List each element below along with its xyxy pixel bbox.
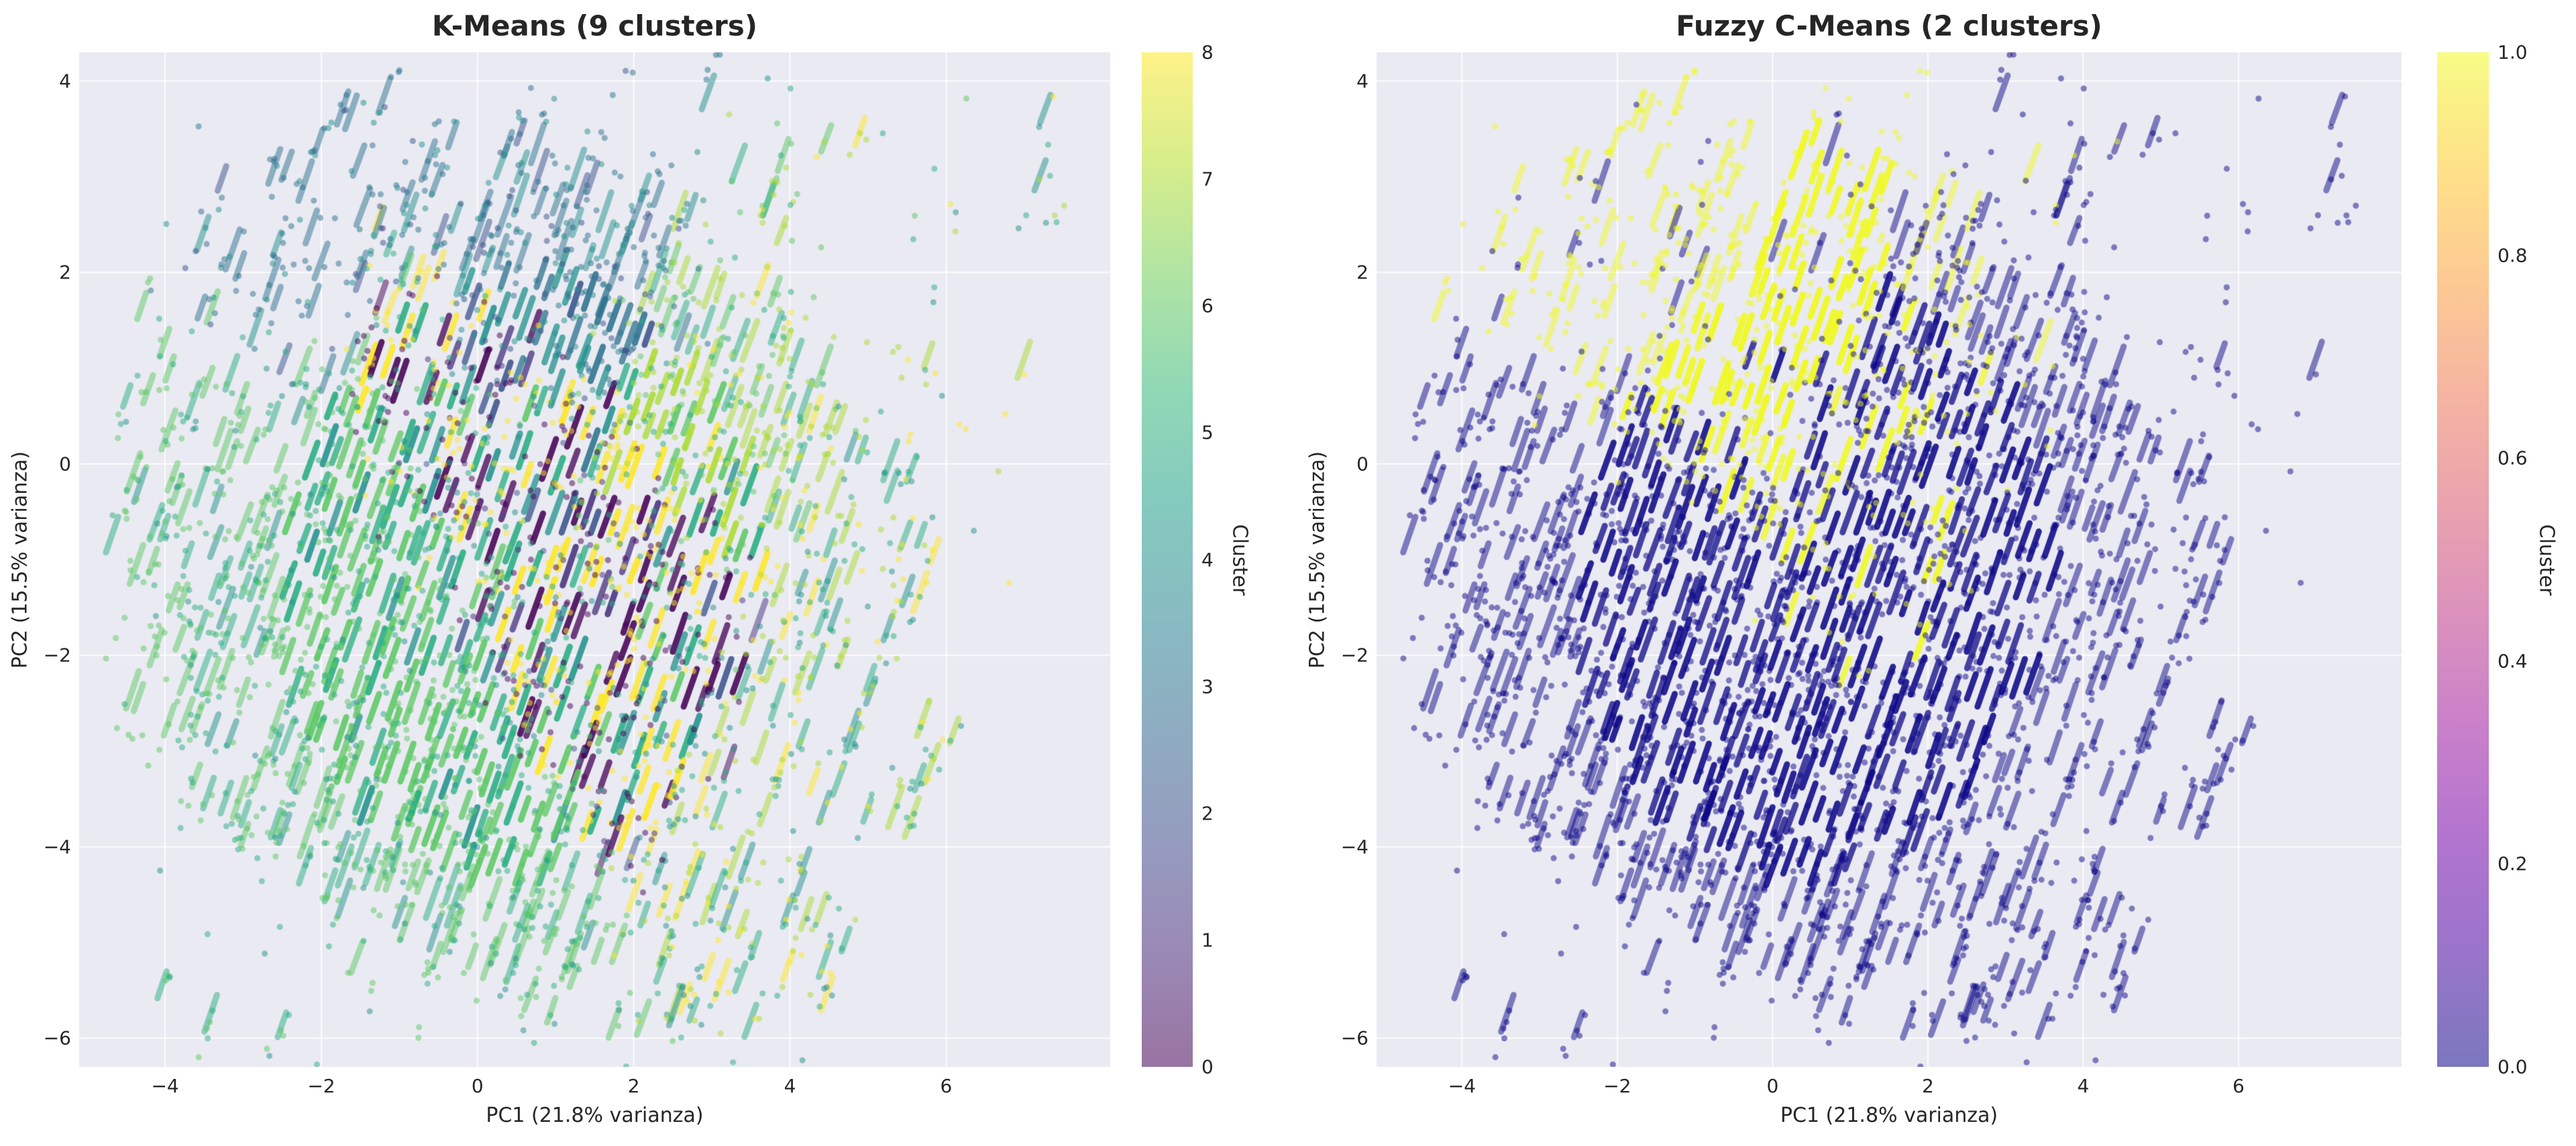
colorbar-tick-label: 0.0 xyxy=(2498,1055,2528,1078)
kmeans-scatter-canvas xyxy=(79,52,1110,1067)
colorbar-tick-label: 7 xyxy=(1201,168,1214,190)
colorbar-tick-label: 6 xyxy=(1201,294,1214,317)
kmeans-colorbar xyxy=(1142,52,1193,1067)
x-tick-label: 0 xyxy=(471,1075,484,1097)
x-tick-label: −4 xyxy=(151,1075,179,1097)
colorbar-tick-label: 2 xyxy=(1201,802,1214,825)
y-tick-label: −2 xyxy=(1340,644,1368,667)
colorbar-tick-label: 0.6 xyxy=(2498,447,2528,469)
y-tick-label: 2 xyxy=(1356,261,1368,284)
y-tick-label: −4 xyxy=(1340,836,1368,858)
x-tick-label: −4 xyxy=(1448,1075,1476,1097)
kmeans-yaxis-label: PC2 (15.5% varianza) xyxy=(8,451,32,669)
colorbar-tick-label: 5 xyxy=(1201,421,1214,444)
y-tick-label: −4 xyxy=(43,836,71,858)
colorbar-tick-label: 4 xyxy=(1201,549,1214,571)
x-tick-label: 0 xyxy=(1766,1075,1779,1097)
colorbar-tick-label: 0 xyxy=(1201,1055,1214,1078)
y-tick-label: −2 xyxy=(43,644,71,667)
x-tick-label: −2 xyxy=(307,1075,335,1097)
colorbar-tick-label: 0.2 xyxy=(2498,852,2528,875)
x-tick-label: 4 xyxy=(2077,1075,2090,1097)
kmeans-colorbar-label: Cluster xyxy=(1228,524,1252,595)
colorbar-tick-label: 0.8 xyxy=(2498,244,2528,267)
colorbar-tick-label: 1.0 xyxy=(2498,41,2528,64)
colorbar-tick-label: 1 xyxy=(1201,929,1214,952)
x-tick-label: 2 xyxy=(1921,1075,1934,1097)
x-tick-label: 4 xyxy=(784,1075,796,1097)
fcm-title: Fuzzy C-Means (2 clusters) xyxy=(1676,9,2102,42)
y-tick-label: 4 xyxy=(1356,70,1368,93)
x-tick-label: 6 xyxy=(940,1075,953,1097)
fcm-colorbar xyxy=(2437,52,2489,1067)
x-tick-label: −2 xyxy=(1603,1075,1631,1097)
fcm-colorbar-label: Cluster xyxy=(2534,524,2559,595)
colorbar-tick-label: 3 xyxy=(1201,675,1214,698)
y-tick-label: −6 xyxy=(1340,1027,1368,1049)
kmeans-title: K-Means (9 clusters) xyxy=(431,9,758,42)
x-tick-label: 2 xyxy=(627,1075,640,1097)
y-tick-label: 0 xyxy=(59,453,71,475)
y-tick-label: 2 xyxy=(59,261,71,284)
y-tick-label: −6 xyxy=(43,1027,71,1049)
x-tick-label: 6 xyxy=(2232,1075,2245,1097)
colorbar-tick-label: 8 xyxy=(1201,41,1214,64)
fcm-yaxis-label: PC2 (15.5% varianza) xyxy=(1305,451,1330,669)
fcm-scatter-canvas xyxy=(1377,52,2402,1067)
colorbar-tick-label: 0.4 xyxy=(2498,650,2528,673)
y-tick-label: 4 xyxy=(59,70,71,93)
kmeans-xaxis-label: PC1 (21.8% varianza) xyxy=(486,1104,704,1127)
fcm-xaxis-label: PC1 (21.8% varianza) xyxy=(1780,1104,1998,1127)
y-tick-label: 0 xyxy=(1356,453,1368,475)
